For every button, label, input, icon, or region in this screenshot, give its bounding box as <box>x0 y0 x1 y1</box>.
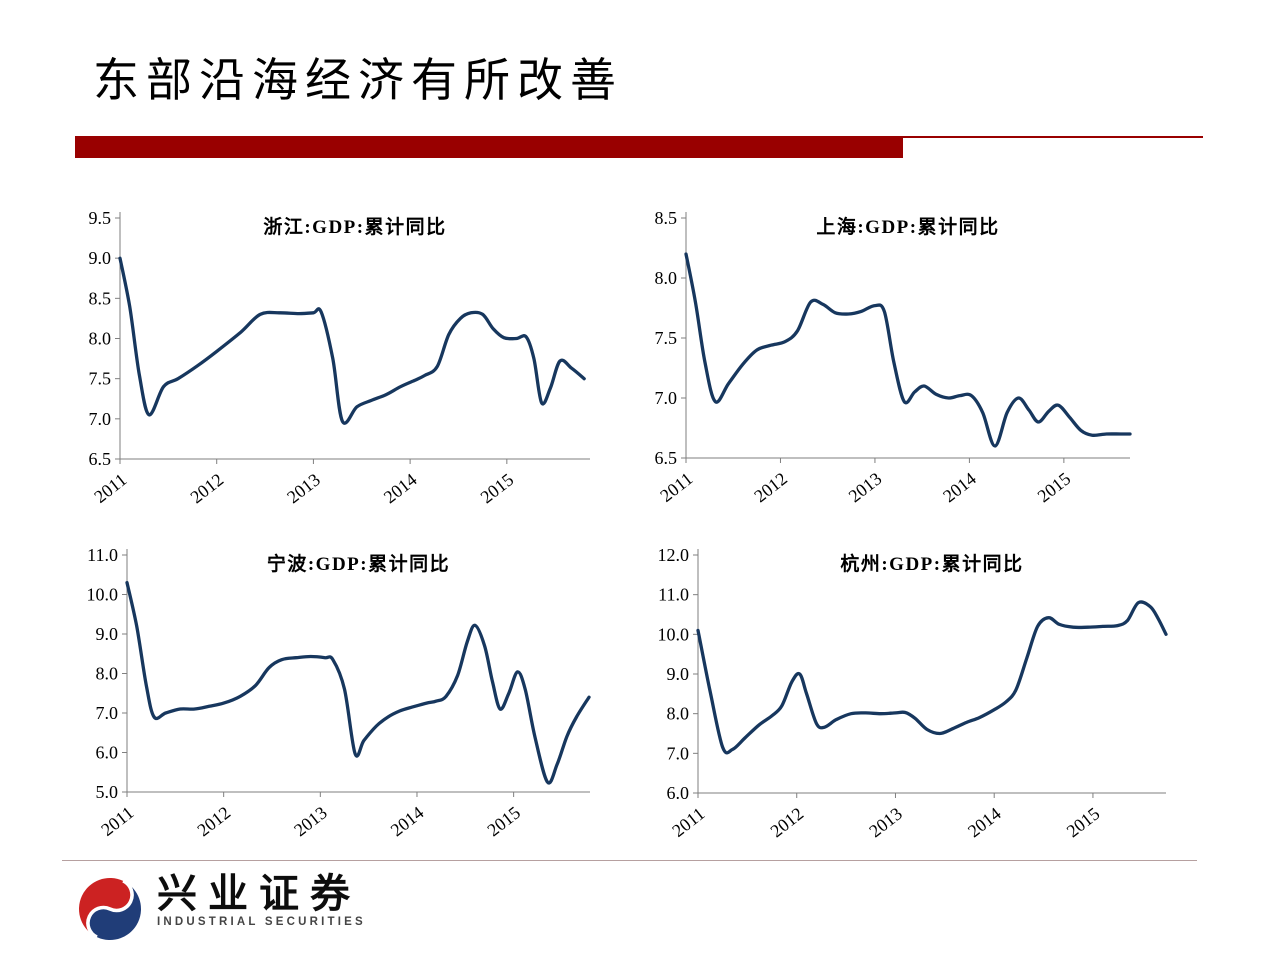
chart-hangzhou: 6.0 7.0 8.0 9.0 10.0 11.0 12.0 2011 2012 2013 2014… <box>658 545 1168 841</box>
y-tick-label: 8.0 <box>655 268 678 288</box>
chart-shanghai: 6.5 7.0 7.5 8.0 8.5 2011 2012 2013 2014 2015 上海:GD… <box>655 208 1132 506</box>
page-title: 东部沿海经济有所改善 <box>93 55 623 106</box>
x-tick-label: 2015 <box>1063 803 1104 841</box>
y-tick-label: 7.5 <box>89 369 112 389</box>
chart-title-hangzhou: 杭州:GDP:累计同比 <box>840 552 1023 575</box>
y-tick-label: 6.5 <box>655 448 678 468</box>
series-line-ningbo <box>125 580 591 785</box>
y-tick-label: 7.0 <box>89 409 112 429</box>
logo-company-name-cn: 兴业证券 <box>157 871 361 916</box>
y-tick-label: 6.5 <box>89 449 112 469</box>
y-tick-label: 9.0 <box>667 664 690 684</box>
chart-title-ningbo: 宁波:GDP:累计同比 <box>267 552 450 575</box>
y-tick-label: 8.0 <box>667 704 690 724</box>
y-tick-label: 7.0 <box>667 743 690 763</box>
axis-lines-hangzhou <box>697 549 1166 794</box>
axis-lines-shanghai <box>685 212 1130 459</box>
y-tick-label: 8.5 <box>89 288 112 308</box>
y-tick-label: 10.0 <box>87 585 119 605</box>
x-tick-label: 2015 <box>477 469 518 507</box>
y-tick-label: 11.0 <box>87 545 118 565</box>
series-line-shanghai <box>684 252 1132 448</box>
accent-thin-line <box>75 136 1203 138</box>
y-tick-label: 7.0 <box>655 388 678 408</box>
y-tick-label: 9.0 <box>89 248 112 268</box>
x-tick-label: 2014 <box>939 468 980 506</box>
y-tick-label: 8.0 <box>96 664 119 684</box>
chart-ningbo: 5.0 6.0 7.0 8.0 9.0 10.0 11.0 2011 2012 2013 2014 2… <box>87 545 591 840</box>
series-line-hangzhou <box>696 600 1168 755</box>
series-line-zhejiang <box>118 256 586 425</box>
y-tick-label: 5.0 <box>96 782 119 802</box>
accent-bar <box>75 138 903 158</box>
x-tick-label: 2014 <box>387 802 428 840</box>
chart-zhejiang: 6.5 7.0 7.5 8.0 8.5 9.0 9.5 2011 2012 2013 2014 201… <box>89 208 590 507</box>
y-tick-label: 7.0 <box>96 703 119 723</box>
x-tick-label: 2013 <box>290 802 331 840</box>
chart-title-shanghai: 上海:GDP:累计同比 <box>816 215 999 238</box>
logo-swirl-icon <box>79 878 141 940</box>
x-tick-label: 2015 <box>1034 468 1075 506</box>
y-tick-label: 11.0 <box>658 585 689 605</box>
x-tick-label: 2012 <box>186 469 227 507</box>
logo-company-name-en: INDUSTRIAL SECURITIES <box>157 916 366 928</box>
x-tick-label: 2012 <box>767 803 808 841</box>
y-tick-label: 10.0 <box>658 624 690 644</box>
x-tick-label: 2011 <box>668 803 708 841</box>
logo-text: 兴业证券 INDUSTRIAL SECURITIES <box>157 871 366 929</box>
x-tick-label: 2011 <box>97 802 137 840</box>
y-tick-label: 6.0 <box>96 743 119 763</box>
x-tick-label: 2014 <box>380 469 421 507</box>
y-tick-label: 7.5 <box>655 328 678 348</box>
logo: 兴业证券 INDUSTRIAL SECURITIES <box>78 873 366 941</box>
footer-divider <box>62 860 1197 861</box>
chart-title-zhejiang: 浙江:GDP:累计同比 <box>263 215 446 238</box>
x-tick-label: 2011 <box>656 468 696 506</box>
x-tick-label: 2012 <box>193 802 234 840</box>
y-tick-label: 12.0 <box>658 545 690 565</box>
x-tick-label: 2013 <box>845 468 886 506</box>
y-tick-label: 8.0 <box>89 329 112 349</box>
y-tick-label: 6.0 <box>667 783 690 803</box>
x-tick-label: 2011 <box>90 469 130 507</box>
axis-lines-zhejiang <box>119 212 590 460</box>
x-tick-label: 2013 <box>865 803 906 841</box>
x-tick-label: 2013 <box>283 469 324 507</box>
y-tick-label: 8.5 <box>655 208 678 228</box>
x-tick-label: 2015 <box>483 802 524 840</box>
y-tick-label: 9.0 <box>96 624 119 644</box>
x-tick-label: 2012 <box>750 468 791 506</box>
y-tick-label: 9.5 <box>89 208 112 228</box>
x-tick-label: 2014 <box>964 803 1005 841</box>
